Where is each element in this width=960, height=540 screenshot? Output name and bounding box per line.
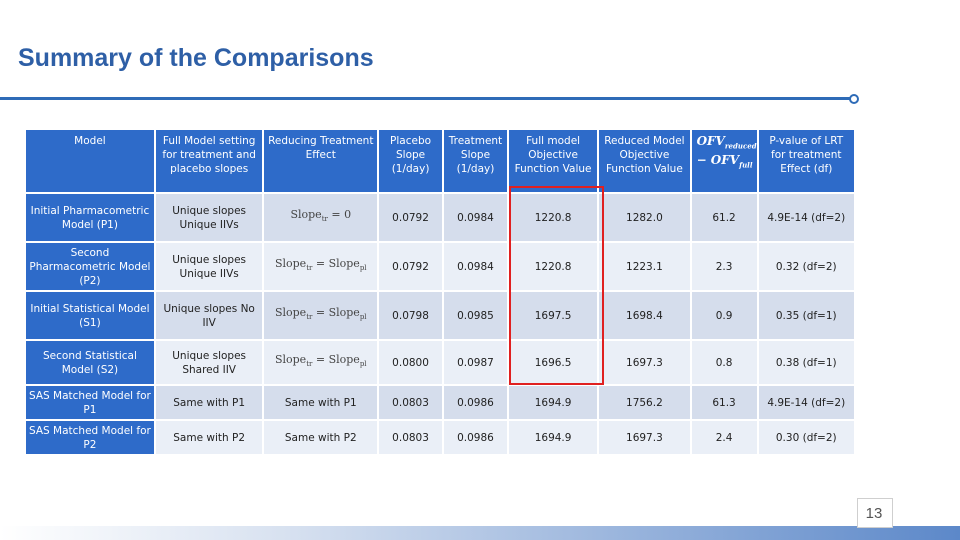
cell-reducing: Slopetr = Slopepl	[264, 341, 378, 384]
header-ofv-difference: OFVreduced − OFVfull	[691, 130, 757, 192]
reducing-formula: Slopetr = Slopepl	[274, 257, 367, 273]
cell-placebo-slope: 0.0803	[379, 421, 443, 454]
cell-model: Initial Pharmacometric Model (P1)	[26, 194, 154, 241]
header-treatment-slope: Treatment Slope (1/day)	[444, 130, 507, 192]
cell-model: SAS Matched Model for P2	[26, 421, 154, 454]
cell-ofv-difference: 0.9	[691, 292, 757, 339]
table-row: Initial Statistical Model (S1) Unique slo…	[26, 292, 854, 339]
table-header-row: Model Full Model setting for treatment a…	[26, 130, 854, 192]
cell-ofv-difference: 2.4	[691, 421, 757, 454]
cell-ofv-difference: 0.8	[691, 341, 757, 384]
page-number-box	[857, 498, 893, 528]
divider-end-dot	[849, 94, 859, 104]
cell-reduced-ofv: 1223.1	[599, 243, 690, 290]
cell-full-ofv: 1694.9	[508, 421, 598, 454]
table-row: SAS Matched Model for P2 Same with P2 Same…	[26, 421, 854, 454]
table-row: Initial Pharmacometric Model (P1) Unique …	[26, 194, 854, 241]
cell-ofv-difference: 61.2	[691, 194, 757, 241]
header-reduced-ofv: Reduced Model Objective Function Value	[599, 130, 690, 192]
cell-setting: Same with P1	[155, 386, 263, 419]
cell-ofv-difference: 2.3	[691, 243, 757, 290]
cell-reducing: Slopetr = Slopepl	[264, 292, 378, 339]
table-body: Initial Pharmacometric Model (P1) Unique …	[26, 194, 854, 454]
cell-full-ofv: 1696.5	[508, 341, 598, 384]
cell-model: Second Statistical Model (S2)	[26, 341, 154, 384]
cell-placebo-slope: 0.0803	[379, 386, 443, 419]
header-full-setting: Full Model setting for treatment and pla…	[155, 130, 263, 192]
footer-gradient-bar	[0, 526, 960, 540]
cell-p-value: 0.32 (df=2)	[758, 243, 854, 290]
cell-model: SAS Matched Model for P1	[26, 386, 154, 419]
cell-treatment-slope: 0.0984	[444, 243, 507, 290]
cell-model: Initial Statistical Model (S1)	[26, 292, 154, 339]
cell-p-value: 4.9E-14 (df=2)	[758, 386, 854, 419]
page-number: 13	[865, 505, 883, 522]
comparison-table: Model Full Model setting for treatment a…	[24, 128, 856, 456]
cell-treatment-slope: 0.0987	[444, 341, 507, 384]
cell-p-value: 0.38 (df=1)	[758, 341, 854, 384]
cell-ofv-difference: 61.3	[691, 386, 757, 419]
cell-treatment-slope: 0.0984	[444, 194, 507, 241]
header-full-ofv: Full model Objective Function Value	[508, 130, 598, 192]
cell-placebo-slope: 0.0800	[379, 341, 443, 384]
cell-treatment-slope: 0.0985	[444, 292, 507, 339]
cell-full-ofv: 1220.8	[508, 243, 598, 290]
reducing-formula: Slopetr = Slopepl	[274, 353, 367, 369]
header-reducing: Reducing Treatment Effect	[264, 130, 378, 192]
cell-reducing: Slopetr = 0	[264, 194, 378, 241]
title-divider	[0, 97, 851, 100]
cell-placebo-slope: 0.0792	[379, 243, 443, 290]
cell-treatment-slope: 0.0986	[444, 386, 507, 419]
cell-reduced-ofv: 1697.3	[599, 341, 690, 384]
cell-reducing: Slopetr = Slopepl	[264, 243, 378, 290]
table-row: Second Statistical Model (S2) Unique slop…	[26, 341, 854, 384]
cell-setting: Same with P2	[155, 421, 263, 454]
ofv-difference-formula: OFVreduced − OFVfull	[696, 134, 757, 170]
cell-p-value: 0.35 (df=1)	[758, 292, 854, 339]
cell-p-value: 4.9E-14 (df=2)	[758, 194, 854, 241]
header-placebo-slope: Placebo Slope (1/day)	[379, 130, 443, 192]
full-ofv-highlight-box	[509, 186, 604, 385]
cell-reduced-ofv: 1697.3	[599, 421, 690, 454]
cell-reduced-ofv: 1756.2	[599, 386, 690, 419]
table-row: Second Pharmacometric Model (P2) Unique s…	[26, 243, 854, 290]
cell-setting: Unique slopes No IIV	[155, 292, 263, 339]
header-p-value: P-value of LRT for treatment Effect (df)	[758, 130, 854, 192]
cell-full-ofv: 1694.9	[508, 386, 598, 419]
cell-reduced-ofv: 1282.0	[599, 194, 690, 241]
reducing-formula: Slopetr = 0	[290, 208, 352, 224]
cell-setting: Unique slopes Unique IIVs	[155, 194, 263, 241]
cell-full-ofv: 1220.8	[508, 194, 598, 241]
cell-reduced-ofv: 1698.4	[599, 292, 690, 339]
cell-setting: Unique slopes Unique IIVs	[155, 243, 263, 290]
header-model: Model	[26, 130, 154, 192]
cell-treatment-slope: 0.0986	[444, 421, 507, 454]
cell-placebo-slope: 0.0792	[379, 194, 443, 241]
cell-p-value: 0.30 (df=2)	[758, 421, 854, 454]
cell-setting: Unique slopes Shared IIV	[155, 341, 263, 384]
table-row: SAS Matched Model for P1 Same with P1 Same…	[26, 386, 854, 419]
cell-reducing: Same with P1	[264, 386, 378, 419]
cell-placebo-slope: 0.0798	[379, 292, 443, 339]
slide-title: Summary of the Comparisons	[18, 44, 374, 72]
cell-full-ofv: 1697.5	[508, 292, 598, 339]
cell-model: Second Pharmacometric Model (P2)	[26, 243, 154, 290]
cell-reducing: Same with P2	[264, 421, 378, 454]
reducing-formula: Slopetr = Slopepl	[274, 306, 367, 322]
